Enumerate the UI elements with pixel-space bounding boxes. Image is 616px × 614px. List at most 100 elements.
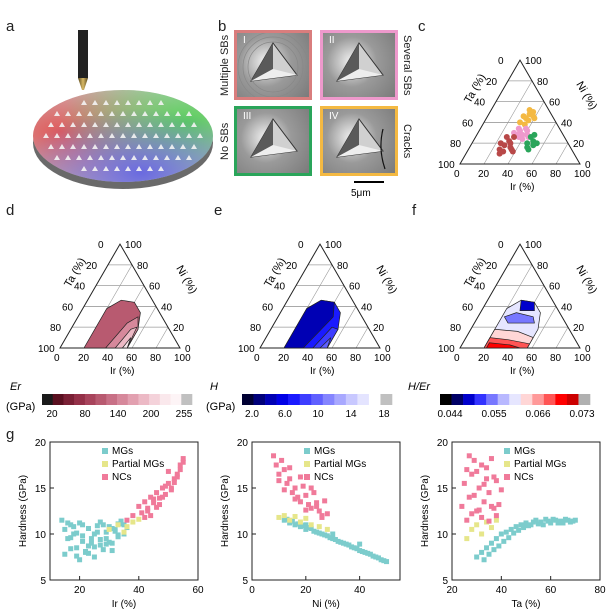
ternary-frame xyxy=(459,59,581,165)
scatter-point xyxy=(319,531,325,537)
indent-mark xyxy=(191,144,197,149)
scatter-point xyxy=(109,540,115,546)
scatter-point xyxy=(474,554,480,560)
scatter-point xyxy=(106,539,112,545)
ternary-tick-label: 40 xyxy=(302,353,314,364)
indent-mark xyxy=(164,133,170,138)
scatter-point xyxy=(488,503,494,509)
ternary-axis-label-bottom: Ir (%) xyxy=(110,366,134,377)
scatter-point xyxy=(157,502,163,508)
ternary-tick-label: 80 xyxy=(50,323,62,334)
ternary-tick-label: 60 xyxy=(526,353,538,364)
ternary-tick-label: 40 xyxy=(161,302,173,313)
ternary-tick-label: 60 xyxy=(149,282,161,293)
scatter-point xyxy=(308,525,314,531)
scatter-point xyxy=(466,494,472,500)
scatter-point xyxy=(85,543,91,549)
colorbar-swatch xyxy=(149,394,161,405)
colorbar-title: Er xyxy=(10,381,22,393)
ternary-tick-label: 0 xyxy=(454,353,460,364)
colorbar-swatch xyxy=(253,394,266,405)
indent-mark xyxy=(153,133,159,138)
colorbar-swatch xyxy=(474,394,487,405)
indent-mark xyxy=(114,166,120,171)
scatter-point xyxy=(322,498,328,504)
scatter-point xyxy=(308,505,314,511)
indent-image xyxy=(237,33,309,97)
scatter-point xyxy=(68,522,74,528)
scatter-point xyxy=(74,553,80,559)
indent-mark xyxy=(81,100,87,105)
y-tick-label: 10 xyxy=(437,530,449,541)
indent-mark xyxy=(103,166,109,171)
ternary-tick-label: 100 xyxy=(525,240,542,251)
colorbar-tick-label: 18 xyxy=(378,409,390,420)
legend-label: Partial MGs xyxy=(514,459,566,470)
ternary-tick-label: 20 xyxy=(278,353,290,364)
legend-label: Partial MGs xyxy=(314,459,366,470)
scatter-point xyxy=(177,467,183,473)
scatter-point xyxy=(330,531,336,537)
scatter-point xyxy=(346,542,352,548)
indent-mark xyxy=(147,166,153,171)
indent-mark xyxy=(114,144,120,149)
legend-swatch xyxy=(504,461,510,467)
sem-tile-numeral: IV xyxy=(329,111,339,122)
legend-label: MGs xyxy=(514,446,535,457)
scatter-point xyxy=(570,518,576,524)
ternary-tick-label: 0 xyxy=(585,160,591,171)
panel-letter-b: b xyxy=(218,18,227,35)
scatter-point xyxy=(513,524,519,530)
indent-mark xyxy=(153,155,159,160)
colorbar-swatch xyxy=(440,394,452,405)
scatter-point xyxy=(469,471,475,477)
scatter-point xyxy=(349,544,355,550)
scatter-point xyxy=(273,462,279,468)
scatter-point xyxy=(121,529,127,535)
contour-band xyxy=(503,312,535,324)
scatter-point xyxy=(308,522,314,528)
scatter-point xyxy=(314,503,320,509)
sem-tile-4: IV xyxy=(320,106,398,176)
scatter-point xyxy=(459,503,465,509)
sem-grid: I Multiple SBs II Several SBs III No SBs IV Cra… xyxy=(219,30,413,180)
scatter-point xyxy=(311,528,317,534)
indent-mark xyxy=(147,144,153,149)
scatter-point xyxy=(130,513,136,519)
scatter-point xyxy=(518,522,524,528)
scatter-point xyxy=(109,548,115,554)
ternary-tick-label: 60 xyxy=(326,353,338,364)
scatter-point xyxy=(496,543,502,549)
ternary-tick-label: 80 xyxy=(550,169,562,180)
scatter-point xyxy=(100,522,106,528)
scatter-point xyxy=(357,548,363,554)
scatter-point xyxy=(136,516,142,522)
scatter-point xyxy=(292,514,298,520)
indent-mark xyxy=(131,133,137,138)
ternary-axis-label-right: Ni (%) xyxy=(373,264,399,296)
scatter-point xyxy=(115,522,121,528)
scatter-point xyxy=(303,522,309,528)
scatter-point xyxy=(496,502,502,508)
indent-mark xyxy=(186,155,192,160)
scatter-point xyxy=(476,507,482,513)
indent-mark xyxy=(54,155,60,160)
indent-mark xyxy=(136,122,142,127)
ternary-tick-label: 20 xyxy=(78,353,90,364)
colorbar-unit: (GPa) xyxy=(6,401,35,413)
scatter-point xyxy=(373,554,379,560)
scatter-point xyxy=(148,494,154,500)
ternary-tick-label: 0 xyxy=(454,169,460,180)
scatter-point xyxy=(469,526,475,532)
scatter-point xyxy=(271,453,277,459)
sem-tile-label: No SBs xyxy=(219,122,231,160)
scatter-point xyxy=(71,524,77,530)
scatter-point xyxy=(292,522,298,528)
colorbar-swatch xyxy=(63,394,75,405)
scatter-point xyxy=(281,467,287,473)
scatter-point xyxy=(525,523,531,529)
indent-mark xyxy=(65,133,71,138)
indent-mark xyxy=(180,144,186,149)
colorbar-unit: (GPa) xyxy=(206,401,235,413)
